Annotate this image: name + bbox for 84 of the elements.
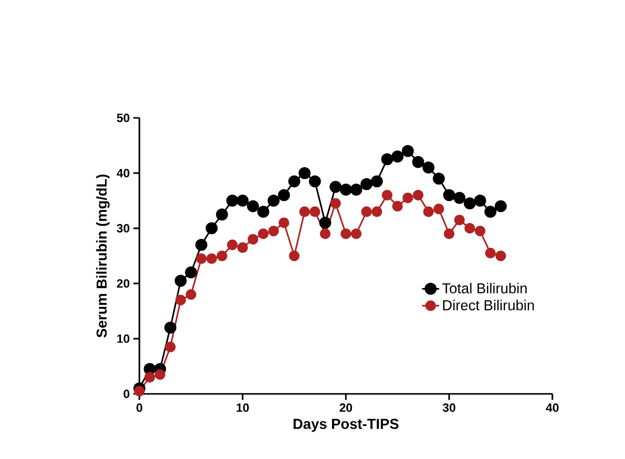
x-tick-label: 40 (546, 403, 559, 412)
point (484, 206, 496, 218)
point (278, 189, 290, 202)
y-tick-label: 30 (116, 224, 130, 233)
point (443, 189, 456, 202)
point (330, 198, 341, 209)
point (360, 178, 373, 190)
point (392, 150, 404, 163)
point (134, 386, 145, 396)
point (474, 194, 486, 207)
point (288, 175, 300, 188)
point (382, 190, 392, 200)
x-tick-label: 10 (236, 403, 249, 412)
point (237, 242, 248, 253)
point (381, 153, 394, 166)
point (257, 206, 270, 218)
point (258, 228, 269, 240)
point (464, 197, 476, 210)
point (454, 214, 465, 226)
y-tick-label: 20 (116, 279, 130, 288)
legend-label: Direct Bilirubin (443, 300, 534, 310)
point (485, 248, 496, 258)
y-tick-label: 0 (124, 390, 130, 398)
point (248, 234, 258, 245)
y-axis-title: Serum Bilirubin (mg/dL) (96, 174, 110, 338)
y-tick-label: 40 (116, 168, 130, 178)
point (319, 216, 332, 229)
point (372, 206, 382, 218)
point (195, 238, 208, 251)
point (392, 200, 403, 212)
point (174, 274, 187, 287)
point (453, 192, 466, 204)
point (164, 322, 176, 334)
point (206, 253, 217, 264)
x-tick-label: 30 (442, 403, 456, 412)
point (340, 228, 352, 240)
point (154, 369, 166, 380)
point (226, 194, 238, 207)
point (361, 206, 372, 218)
point (412, 156, 424, 168)
point (216, 250, 228, 262)
point (216, 208, 228, 220)
y-tick-label: 50 (116, 114, 130, 122)
point (186, 289, 196, 300)
legend-label: Total Bilirubin (442, 282, 527, 294)
point (144, 372, 156, 383)
point (422, 162, 434, 174)
point (268, 226, 279, 236)
x-axis-title: Days Post-TIPS (294, 418, 399, 432)
point (175, 294, 186, 306)
point (444, 228, 454, 240)
point (227, 240, 238, 250)
point (320, 228, 331, 240)
x-tick-label: 20 (340, 403, 352, 412)
x-tick-label: 0 (136, 403, 142, 412)
point (350, 228, 362, 240)
point (206, 222, 218, 234)
point (246, 200, 259, 212)
point (495, 250, 506, 262)
y-tick-label: 10 (117, 334, 130, 343)
point (464, 222, 476, 234)
point (494, 200, 507, 212)
point (185, 266, 198, 278)
point (288, 250, 300, 262)
point (350, 184, 362, 196)
point (432, 172, 445, 185)
point (402, 144, 414, 157)
point (308, 175, 321, 188)
point (310, 206, 320, 218)
point (330, 180, 342, 193)
point (370, 175, 383, 188)
point (236, 194, 249, 207)
point (474, 226, 486, 236)
point (278, 217, 290, 228)
point (340, 184, 352, 196)
point (412, 190, 424, 200)
point (434, 204, 444, 214)
point (268, 194, 280, 207)
point (299, 206, 310, 218)
point (423, 206, 434, 218)
point (402, 192, 414, 204)
point (165, 342, 176, 352)
point (196, 253, 207, 264)
point (298, 167, 311, 180)
